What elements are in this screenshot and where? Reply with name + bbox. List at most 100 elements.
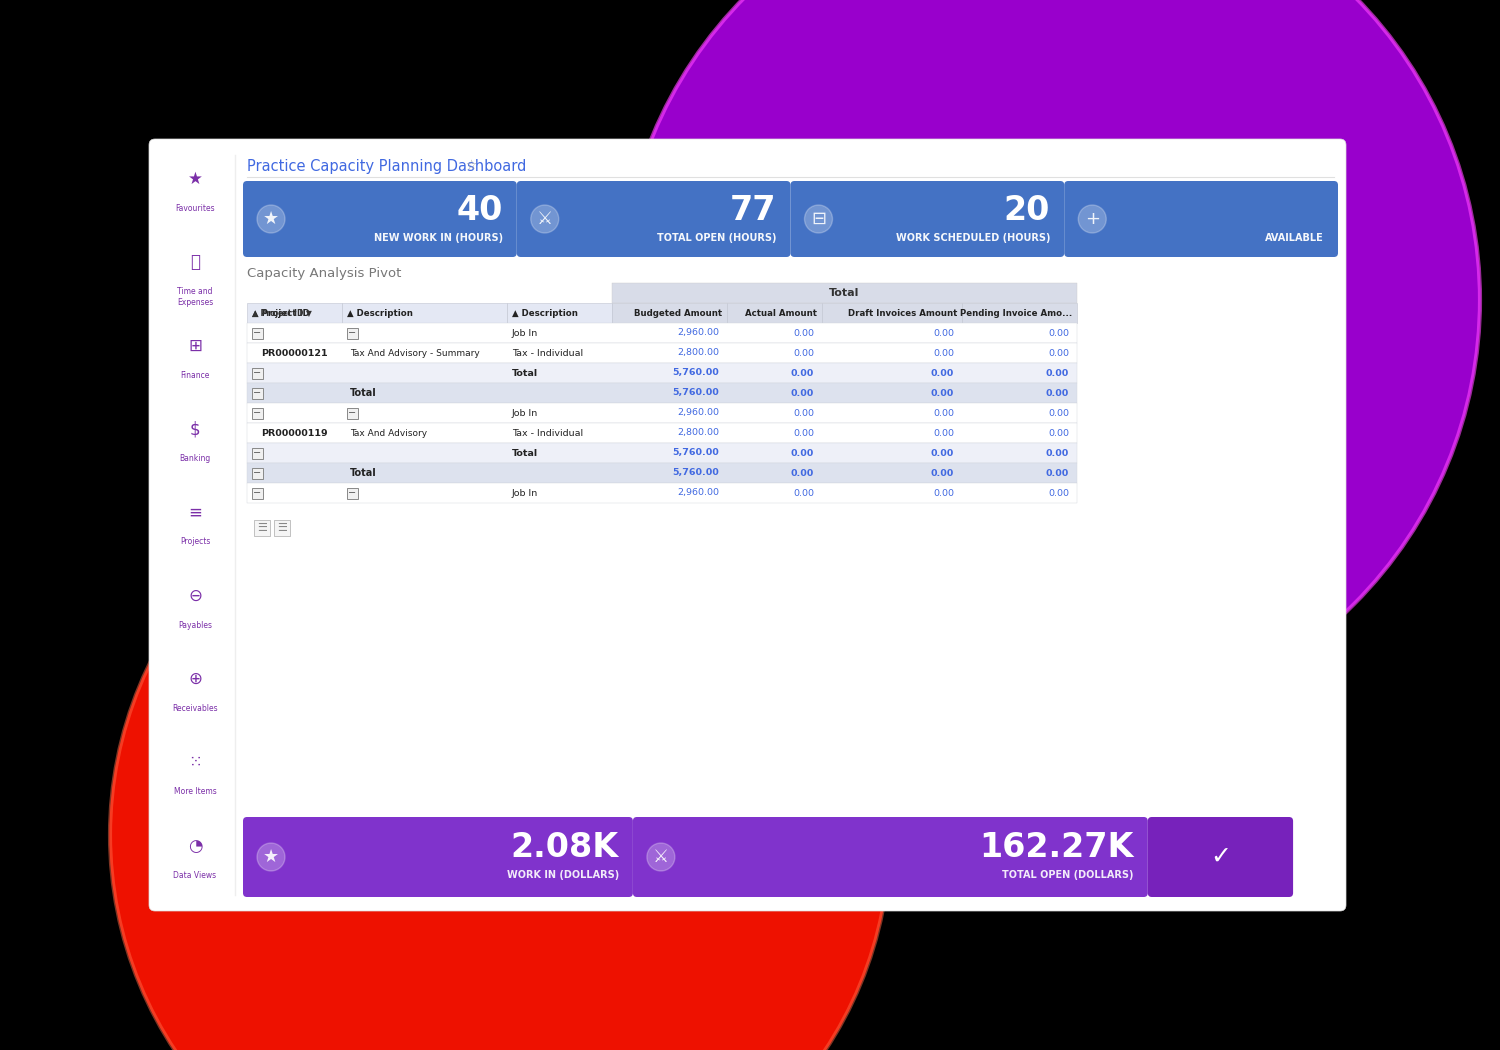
FancyBboxPatch shape (248, 483, 1077, 503)
FancyBboxPatch shape (248, 383, 1077, 403)
Text: −: − (254, 488, 261, 498)
Text: Finance: Finance (180, 371, 210, 380)
Text: 0.00: 0.00 (1046, 468, 1070, 478)
Text: Actual Amount: Actual Amount (746, 309, 818, 317)
Text: ☆: ☆ (465, 159, 477, 172)
Text: Projects: Projects (180, 538, 210, 546)
Circle shape (110, 445, 890, 1050)
FancyBboxPatch shape (248, 363, 1077, 383)
Text: Tax And Advisory: Tax And Advisory (350, 428, 427, 438)
Text: ▲ Description: ▲ Description (512, 309, 578, 317)
Text: 0.00: 0.00 (1048, 428, 1070, 438)
Text: 2,960.00: 2,960.00 (676, 329, 718, 337)
Text: 0.00: 0.00 (790, 388, 814, 398)
FancyBboxPatch shape (612, 284, 1077, 303)
FancyBboxPatch shape (252, 467, 262, 479)
Text: 2,800.00: 2,800.00 (676, 349, 718, 357)
Text: ⁙: ⁙ (188, 754, 202, 772)
Text: ▲ Project ID ▼: ▲ Project ID ▼ (252, 309, 312, 317)
FancyBboxPatch shape (790, 181, 1065, 257)
Text: Pending Invoice Amo...: Pending Invoice Amo... (960, 309, 1072, 317)
Text: 162.27K: 162.27K (980, 832, 1134, 864)
Text: −: − (254, 328, 261, 338)
Text: Banking: Banking (180, 455, 210, 463)
FancyBboxPatch shape (248, 303, 342, 323)
FancyBboxPatch shape (254, 520, 270, 536)
FancyBboxPatch shape (243, 181, 516, 257)
Text: Data Views: Data Views (174, 870, 216, 880)
Text: $: $ (189, 420, 201, 438)
FancyBboxPatch shape (516, 181, 790, 257)
Text: 0.00: 0.00 (794, 329, 814, 337)
Text: 0.00: 0.00 (930, 369, 954, 378)
Text: Tax - Individual: Tax - Individual (512, 428, 584, 438)
Text: Draft Invoices Amount: Draft Invoices Amount (847, 309, 957, 317)
Text: PR00000119: PR00000119 (261, 428, 328, 438)
Text: ★: ★ (262, 210, 279, 228)
Text: 2,800.00: 2,800.00 (676, 428, 718, 438)
Text: 0.00: 0.00 (1048, 349, 1070, 357)
Circle shape (531, 205, 558, 233)
Text: ▲ Project ID: ▲ Project ID (252, 309, 309, 317)
Text: 0.00: 0.00 (790, 468, 814, 478)
Text: −: − (254, 408, 261, 418)
FancyBboxPatch shape (612, 303, 728, 323)
Text: 0.00: 0.00 (933, 329, 954, 337)
Text: 0.00: 0.00 (930, 448, 954, 458)
FancyBboxPatch shape (252, 407, 262, 419)
Text: Total: Total (830, 288, 860, 298)
Text: Tax And Advisory - Summary: Tax And Advisory - Summary (350, 349, 480, 357)
Text: −: − (348, 328, 355, 338)
Text: 40: 40 (456, 194, 503, 228)
Text: ⚔: ⚔ (652, 848, 669, 866)
Circle shape (256, 205, 285, 233)
Text: 0.00: 0.00 (794, 349, 814, 357)
Text: 20: 20 (1004, 194, 1050, 228)
Text: PR00000121: PR00000121 (261, 349, 328, 357)
Text: −: − (348, 488, 355, 498)
Text: Time and
Expenses: Time and Expenses (177, 288, 213, 307)
Text: WORK SCHEDULED (HOURS): WORK SCHEDULED (HOURS) (896, 233, 1050, 243)
Text: Total: Total (350, 388, 376, 398)
FancyBboxPatch shape (633, 817, 1148, 897)
Circle shape (1078, 205, 1106, 233)
FancyBboxPatch shape (507, 303, 612, 323)
Text: 5,760.00: 5,760.00 (672, 448, 718, 458)
Text: Job In: Job In (512, 329, 538, 337)
Text: 2,960.00: 2,960.00 (676, 488, 718, 498)
Text: Total: Total (512, 369, 538, 378)
Text: WORK IN (DOLLARS): WORK IN (DOLLARS) (507, 870, 620, 880)
Text: TOTAL OPEN (HOURS): TOTAL OPEN (HOURS) (657, 233, 777, 243)
FancyBboxPatch shape (252, 447, 262, 459)
Text: 0.00: 0.00 (933, 488, 954, 498)
FancyBboxPatch shape (346, 487, 357, 499)
Circle shape (256, 843, 285, 872)
Text: 0.00: 0.00 (933, 408, 954, 418)
Text: 0.00: 0.00 (794, 428, 814, 438)
FancyBboxPatch shape (248, 423, 1077, 443)
FancyBboxPatch shape (728, 303, 822, 323)
Text: Receivables: Receivables (172, 705, 217, 713)
Text: −: − (254, 448, 261, 458)
FancyBboxPatch shape (252, 368, 262, 378)
FancyBboxPatch shape (1065, 181, 1338, 257)
Text: ▲ Description: ▲ Description (346, 309, 412, 317)
Text: ⏱: ⏱ (190, 253, 200, 272)
FancyBboxPatch shape (252, 487, 262, 499)
FancyBboxPatch shape (252, 387, 262, 399)
FancyBboxPatch shape (822, 303, 962, 323)
Text: ★: ★ (262, 848, 279, 866)
Text: 0.00: 0.00 (794, 408, 814, 418)
FancyBboxPatch shape (248, 343, 1077, 363)
Circle shape (646, 843, 675, 872)
Text: Total: Total (350, 468, 376, 478)
Text: TOTAL OPEN (DOLLARS): TOTAL OPEN (DOLLARS) (1002, 870, 1134, 880)
Text: ⊞: ⊞ (188, 337, 202, 355)
Text: 0.00: 0.00 (1048, 408, 1070, 418)
Text: ⊖: ⊖ (188, 587, 202, 605)
FancyBboxPatch shape (346, 328, 357, 338)
FancyBboxPatch shape (243, 817, 633, 897)
Text: Job In: Job In (512, 408, 538, 418)
Text: Total: Total (512, 448, 538, 458)
Text: Favourites: Favourites (176, 204, 214, 213)
